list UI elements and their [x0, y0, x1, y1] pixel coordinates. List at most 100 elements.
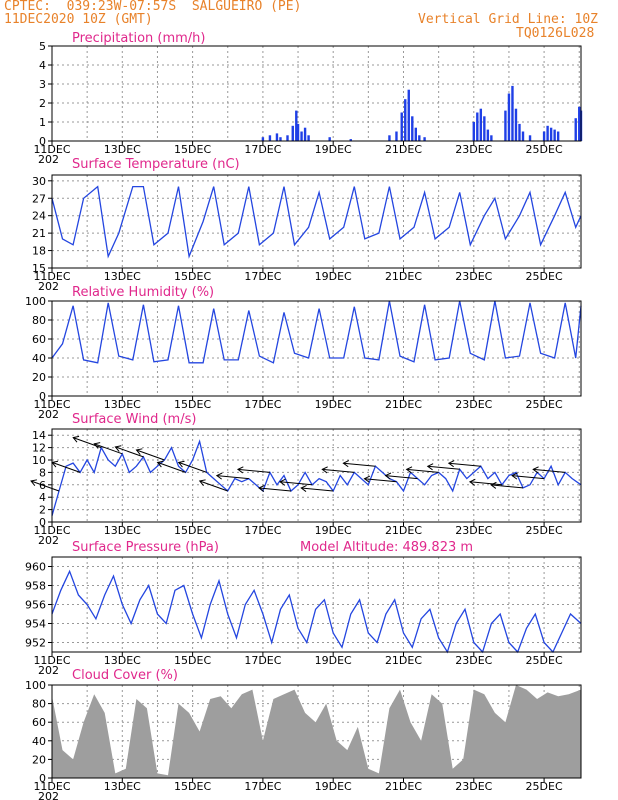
x-tick-label: 23DEC: [455, 780, 492, 793]
x-tick-label: 21DEC: [385, 270, 422, 283]
x-tick-label: 15DEC: [174, 654, 211, 667]
wind-arrow: [115, 446, 144, 458]
y-tick-label: 24: [32, 210, 46, 223]
y-tick-label: 4: [39, 59, 46, 72]
x-tick-label: 13DEC: [104, 270, 141, 283]
precipitation-bar: [549, 127, 553, 141]
wind-arrow: [385, 475, 418, 480]
x-tick-label: 25DEC: [526, 654, 563, 667]
panel-frame: [51, 174, 582, 269]
y-tick-label: 27: [32, 192, 46, 205]
precipitation-bar: [511, 85, 514, 141]
y-tick-label: 4: [39, 491, 46, 504]
series-line: [51, 569, 582, 654]
header-datetime: 11DEC2020 10Z (GMT): [4, 12, 153, 27]
y-tick-label: 1: [39, 116, 46, 129]
precipitation-bar: [414, 127, 417, 141]
panel-title: Surface Temperature (nC): [72, 157, 240, 172]
wind-arrow-head: [321, 466, 328, 474]
precipitation-bar: [300, 131, 303, 141]
panel-frame: [51, 300, 582, 397]
x-tick-label: 17DEC: [244, 143, 281, 156]
precipitation-bar: [578, 106, 581, 141]
precipitation-bar: [479, 108, 483, 141]
wind-arrow-head: [114, 445, 122, 452]
x-tick-label: 13DEC: [104, 524, 141, 537]
wind-arrow: [512, 475, 545, 480]
x-tick-label: 25DEC: [526, 780, 563, 793]
header-code: TQ0126L028: [516, 26, 595, 41]
x-tick-label: 11DEC: [33, 524, 70, 537]
precipitation-bar: [507, 93, 511, 141]
y-tick-label: 60: [32, 333, 46, 346]
panel-title: Precipitation (mm/h): [72, 31, 205, 46]
precipitation-bar: [542, 131, 546, 141]
x-tick-label: 11DEC: [33, 398, 70, 411]
wind-arrow-head: [384, 472, 392, 480]
x-tick-label: 25DEC: [526, 524, 563, 537]
wind-arrow-head: [532, 466, 539, 474]
precipitation-bar: [279, 137, 282, 141]
series-line: [51, 439, 582, 516]
precipitation-bar: [404, 99, 407, 141]
x-year-label: 202: [38, 408, 59, 421]
x-tick-label: 17DEC: [244, 524, 281, 537]
header-station: CPTEC: 039:23W-07:57S SALGUEIRO (PE): [4, 0, 302, 14]
panel-frame: [51, 428, 582, 523]
precipitation-bar: [483, 116, 486, 141]
wind-arrow-head: [215, 472, 223, 480]
precipitation-bar: [490, 135, 493, 141]
wind-arrow: [406, 468, 439, 473]
precipitation-bar: [395, 131, 398, 141]
x-tick-label: 15DEC: [174, 270, 211, 283]
y-tick-label: 10: [32, 454, 46, 467]
y-tick-label: 14: [32, 429, 46, 442]
precipitation-bar: [328, 137, 331, 141]
y-tick-label: 80: [32, 314, 46, 327]
wind-arrow-head: [258, 484, 265, 492]
y-tick-label: 100: [25, 679, 46, 692]
wind-arrow-head: [156, 460, 164, 468]
panel-title: Surface Wind (m/s): [72, 412, 196, 427]
wind-arrow-head: [72, 435, 80, 443]
wind-arrow: [301, 487, 334, 492]
precipitation-bar: [303, 127, 307, 141]
x-tick-label: 11DEC: [33, 270, 70, 283]
y-tick-label: 15: [32, 262, 46, 275]
x-tick-label: 23DEC: [455, 398, 492, 411]
precipitation-bar: [553, 129, 556, 141]
wind-arrow: [199, 480, 228, 492]
x-tick-label: 25DEC: [526, 143, 563, 156]
precipitation-bar: [400, 112, 403, 141]
wind-arrow: [448, 462, 481, 467]
x-tick-label: 19DEC: [315, 270, 352, 283]
x-tick-label: 17DEC: [244, 270, 281, 283]
x-tick-label: 17DEC: [244, 654, 281, 667]
y-tick-label: 956: [25, 599, 46, 612]
wind-arrow-head: [135, 448, 143, 455]
precipitation-bar: [546, 125, 549, 141]
wind-arrow: [216, 475, 249, 480]
panel-frame: [51, 556, 582, 653]
y-tick-label: 12: [32, 442, 46, 455]
wind-arrow-head: [30, 479, 38, 486]
series-line: [51, 185, 582, 259]
x-tick-label: 11DEC: [33, 654, 70, 667]
precipitation-bar: [423, 137, 426, 141]
y-tick-label: 100: [25, 295, 46, 308]
wind-arrow: [343, 462, 376, 467]
x-year-label: 202: [38, 664, 59, 677]
x-tick-label: 19DEC: [315, 524, 352, 537]
wind-arrow: [258, 487, 292, 492]
precipitation-bar: [388, 135, 391, 141]
x-tick-label: 25DEC: [526, 398, 563, 411]
wind-arrow-head: [447, 460, 455, 468]
wind-arrow-head: [300, 484, 307, 492]
x-year-label: 202: [38, 153, 59, 166]
x-tick-label: 21DEC: [385, 143, 422, 156]
wind-arrow-head: [426, 463, 434, 471]
wind-arrow-head: [405, 466, 413, 474]
y-tick-label: 958: [25, 580, 46, 593]
panel-frame: [51, 45, 582, 142]
